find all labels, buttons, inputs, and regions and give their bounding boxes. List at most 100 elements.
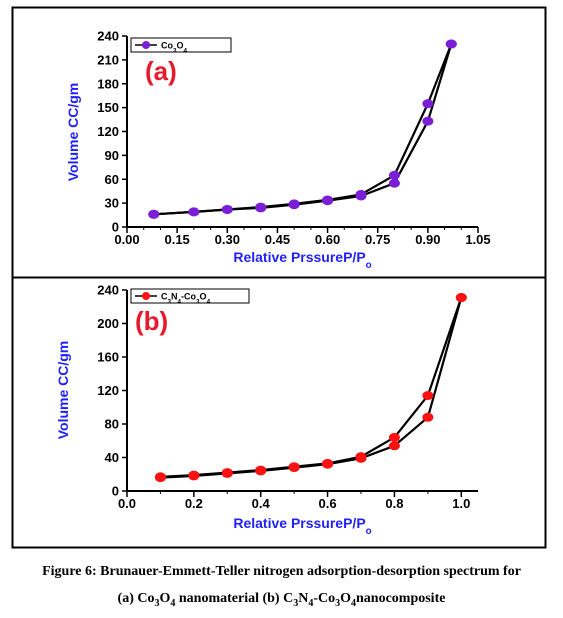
y-tick-label: 240 (97, 283, 119, 298)
caption-line-2: (a) Co3O4 nanomaterial (b) C3N4-Co3O4nan… (0, 585, 563, 612)
adsorption-line (153, 43, 453, 216)
legend-label-part: N (171, 292, 178, 302)
caption-text: nanomaterial (b) C (175, 591, 294, 606)
x-axis-label: Relative PrssureP/Po (233, 249, 371, 271)
caption-sub: 3 (335, 597, 341, 609)
figure-caption: Figure 6: Brunauer-Emmett-Teller nitroge… (0, 558, 563, 612)
x-tick-label: 0.15 (164, 232, 189, 247)
x-axis-label-part: Relative PrssureP/P (233, 249, 365, 265)
caption-line-1: Figure 6: Brunauer-Emmett-Teller nitroge… (42, 564, 521, 579)
y-tick-label: 80 (105, 417, 119, 432)
chart-panel-a: 0 30 60 90 120 150 180 210 240 0.00 0.15 0.30 0.45 0.… (65, 29, 491, 271)
y-tick-label: 0 (112, 220, 119, 235)
legend-label-part: O (200, 292, 207, 302)
x-tick-label: 1.05 (465, 232, 490, 247)
caption-text: O (340, 591, 351, 606)
desorption-point (455, 293, 467, 303)
legend-label-sub: 3 (196, 298, 200, 305)
y-tick-label: 150 (97, 100, 119, 115)
desorption-point (154, 472, 166, 482)
caption-sub: 4 (170, 597, 176, 609)
desorption-line (160, 297, 463, 478)
desorption-point (221, 468, 233, 478)
legend-label-sub: 4 (184, 47, 188, 54)
y-tick-label: 200 (97, 316, 119, 331)
x-axis-label-sub: o (366, 526, 372, 537)
desorption-point (445, 39, 457, 49)
legend-label-sub: 4 (207, 298, 211, 305)
legend-label: Co3O4 (161, 41, 188, 55)
x-tick-label: 0.75 (365, 232, 390, 247)
legend-label-part: C (161, 292, 168, 302)
y-tick-label: 60 (105, 172, 119, 187)
y-axis-label: Volume CC/gm (65, 83, 81, 182)
legend-label-part: -Co (181, 292, 196, 302)
x-tick-label: 1.0 (452, 496, 470, 511)
desorption-point (148, 209, 160, 219)
x-tick-label: 0.6 (319, 496, 337, 511)
y-tick-label: 30 (105, 196, 119, 211)
y-tick-label: 90 (105, 148, 119, 163)
desorption-point (388, 170, 400, 180)
y-tick-label: 240 (97, 29, 119, 44)
x-tick-label: 0.0 (118, 496, 136, 511)
caption-text: N (298, 591, 309, 606)
legend-label: C3N4-Co3O4 (161, 292, 211, 306)
adsorption-point (422, 412, 434, 422)
panel-label: (a) (145, 56, 177, 86)
y-tick-label: 120 (97, 124, 119, 139)
desorption-line (153, 43, 453, 216)
desorption-point (322, 458, 334, 468)
panel-b-frame (11, 276, 547, 549)
y-tick-label: 120 (97, 383, 119, 398)
desorption-point (288, 462, 300, 472)
caption-text: -Co (313, 591, 336, 606)
caption-line-2-prefix: (a) Co (117, 591, 155, 606)
caption-text: O (159, 591, 171, 606)
caption-sub: 3 (293, 597, 299, 609)
y-tick-label: 40 (105, 450, 119, 465)
desorption-point (188, 470, 200, 480)
x-tick-label: 0.00 (114, 232, 139, 247)
legend-box (130, 37, 232, 53)
y-tick-label: 210 (97, 52, 119, 67)
x-tick-label: 0.2 (185, 496, 203, 511)
caption-sub: 4 (308, 597, 314, 609)
caption-sub: 3 (154, 597, 160, 609)
adsorption-line (160, 297, 463, 479)
desorption-point (422, 99, 434, 109)
legend-label-sub: 3 (173, 47, 177, 54)
caption-sub: 4 (351, 597, 356, 609)
chart-panel-b: 0 40 80 120 160 200 240 0.0 0.2 0.4 0.6 0.8 1.0 Relat… (55, 283, 478, 537)
legend-label-part: O (177, 41, 184, 51)
y-tick-label: 180 (97, 76, 119, 91)
desorption-point (422, 391, 434, 401)
caption-text: nanocomposite (356, 591, 446, 606)
y-axis-label: Volume CC/gm (55, 341, 71, 440)
legend-label-sub: 4 (178, 298, 182, 305)
y-tick-label: 160 (97, 350, 119, 365)
desorption-point (388, 432, 400, 442)
desorption-point (221, 204, 233, 214)
legend-marker (142, 292, 150, 300)
desorption-point (355, 452, 367, 462)
desorption-point (255, 465, 267, 475)
adsorption-point (422, 116, 434, 126)
x-axis-label-sub: o (366, 260, 372, 271)
legend-box (130, 288, 250, 304)
x-tick-label: 0.8 (385, 496, 403, 511)
legend-label-part: Co (161, 41, 173, 51)
legend-label-sub: 3 (168, 298, 172, 305)
desorption-point (188, 207, 200, 217)
legend-marker (142, 41, 150, 49)
x-tick-label: 0.45 (265, 232, 290, 247)
adsorption-point (388, 441, 400, 451)
desorption-point (355, 189, 367, 199)
y-tick-label: 0 (112, 484, 119, 499)
desorption-point (322, 195, 334, 205)
desorption-point (288, 199, 300, 209)
x-axis-label-part: Relative PrssureP/P (233, 515, 365, 531)
x-tick-label: 0.30 (215, 232, 240, 247)
x-tick-label: 0.60 (315, 232, 340, 247)
